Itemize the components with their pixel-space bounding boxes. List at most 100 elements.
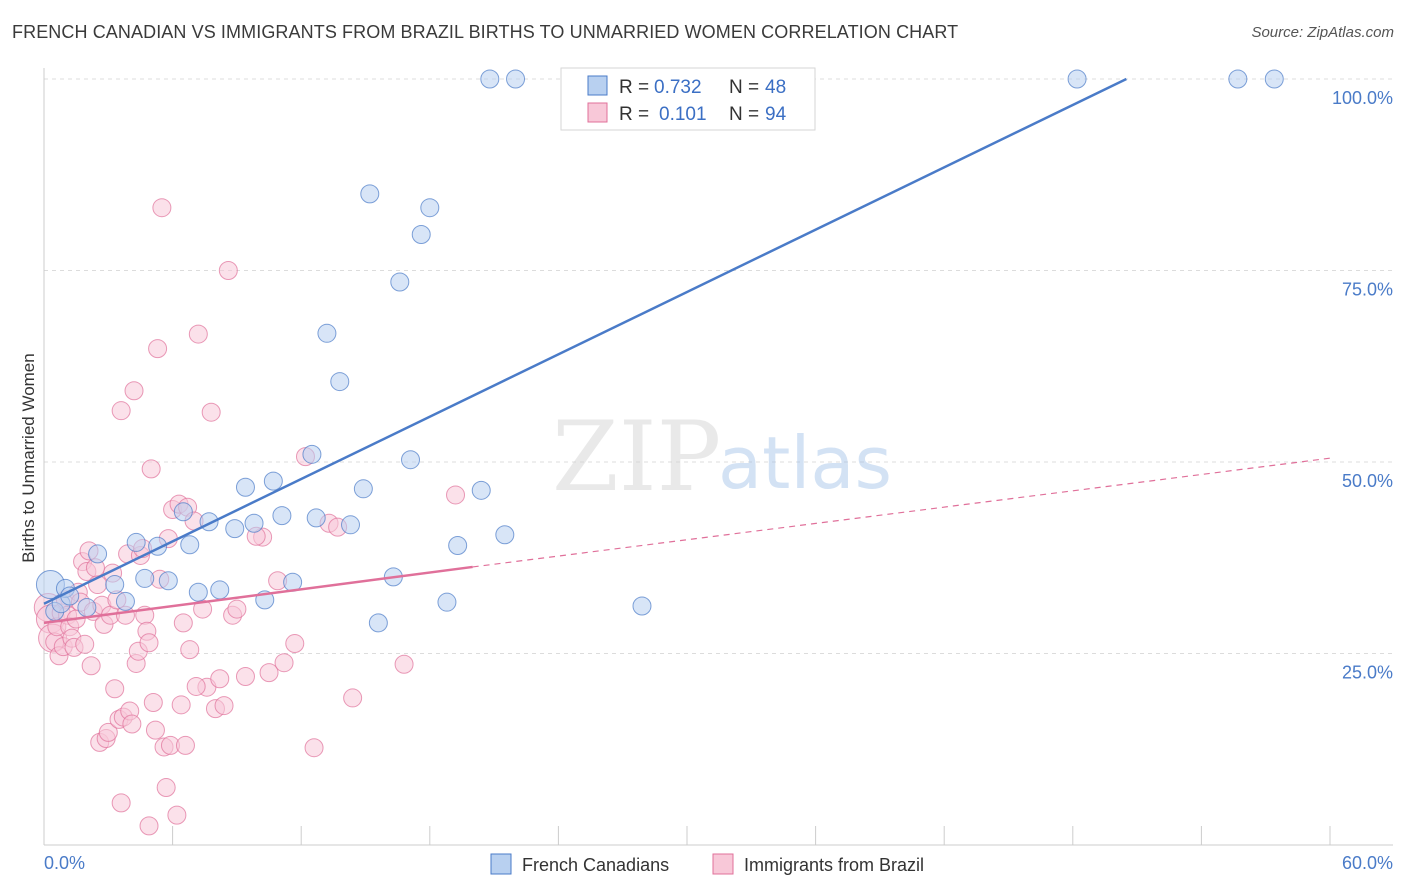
french-canadian-point-41 bbox=[480, 69, 500, 89]
brazil-point-80 bbox=[285, 634, 305, 654]
brazil-point-61 bbox=[175, 735, 195, 755]
brazil-point-75 bbox=[235, 666, 255, 686]
bottom-legend-label-french-canadians: French Canadians bbox=[522, 855, 669, 875]
french-canadian-point-37 bbox=[420, 198, 440, 218]
french-canadian-point-7 bbox=[105, 575, 125, 595]
french-canadian-point-36 bbox=[411, 224, 431, 244]
brazil-point-26 bbox=[98, 722, 118, 742]
series-legend: French Canadians Immigrants from Brazil bbox=[490, 853, 924, 875]
french-canadian-point-47 bbox=[1228, 69, 1248, 89]
brazil-point-82 bbox=[304, 738, 324, 758]
bottom-legend-swatch-brazil bbox=[712, 853, 734, 875]
watermark-atlas: atlas bbox=[718, 421, 892, 505]
french-canadian-point-30 bbox=[353, 479, 373, 499]
french-canadian-point-22 bbox=[263, 471, 283, 491]
watermark-zip: ZIP bbox=[552, 401, 721, 513]
french-canadian-point-6 bbox=[88, 544, 108, 564]
brazil-point-74 bbox=[227, 599, 247, 619]
brazil-point-77 bbox=[259, 663, 279, 683]
y-tick-label-3: 100.0% bbox=[1332, 88, 1393, 108]
french-canadian-point-28 bbox=[330, 372, 350, 392]
y-tick-label-2: 75.0% bbox=[1342, 280, 1393, 300]
brazil-point-48 bbox=[145, 720, 165, 740]
brazil-point-63 bbox=[180, 640, 200, 660]
brazil-point-53 bbox=[156, 778, 176, 798]
stats-n-label-a: N = bbox=[729, 77, 759, 98]
brazil-point-29 bbox=[105, 679, 125, 699]
french-canadian-point-4 bbox=[60, 586, 80, 606]
french-canadian-point-13 bbox=[173, 502, 193, 522]
french-canadian-point-44 bbox=[632, 596, 652, 616]
french-canadian-point-5 bbox=[77, 598, 97, 618]
y-tick-labels: 25.0% 50.0% 75.0% 100.0% bbox=[1332, 88, 1393, 683]
y-axis-title: Births to Unmarried Women bbox=[19, 353, 38, 562]
brazil-point-86 bbox=[394, 654, 414, 674]
brazil-point-49 bbox=[148, 339, 168, 359]
brazil-point-79 bbox=[274, 653, 294, 673]
french-canadian-point-31 bbox=[360, 184, 380, 204]
french-canadian-point-25 bbox=[302, 444, 322, 464]
y-tick-label-0: 25.0% bbox=[1342, 663, 1393, 683]
chart-title: FRENCH CANADIAN VS IMMIGRANTS FROM BRAZI… bbox=[12, 22, 959, 42]
stats-n-value-b: 94 bbox=[765, 104, 787, 125]
french-canadian-point-20 bbox=[244, 513, 264, 533]
french-canadian-point-8 bbox=[115, 591, 135, 611]
brazil-point-19 bbox=[81, 656, 101, 676]
brazil-point-87 bbox=[446, 485, 466, 505]
stats-r-label-a: R = bbox=[619, 77, 649, 98]
french-canadian-point-42 bbox=[495, 525, 515, 545]
brazil-point-65 bbox=[188, 324, 208, 344]
legend-swatch-brazil bbox=[587, 102, 608, 123]
brazil-point-46 bbox=[141, 459, 161, 479]
french-canadian-point-29 bbox=[340, 515, 360, 535]
axes bbox=[43, 68, 1393, 846]
brazil-point-60 bbox=[173, 613, 193, 633]
french-canadian-point-40 bbox=[471, 480, 491, 500]
french-canadian-point-32 bbox=[368, 613, 388, 633]
brazil-point-92 bbox=[75, 634, 95, 654]
trend-line-brazil-extrapolated bbox=[472, 457, 1331, 568]
french-canadian-point-27 bbox=[317, 323, 337, 343]
french-canadian-point-48 bbox=[1264, 69, 1284, 89]
french-canadian-point-14 bbox=[180, 535, 200, 555]
brazil-point-71 bbox=[214, 696, 234, 716]
bottom-legend-label-brazil: Immigrants from Brazil bbox=[744, 855, 924, 875]
brazil-point-51 bbox=[152, 198, 172, 218]
brazil-point-89 bbox=[139, 816, 159, 836]
stats-r-value-b: 0.101 bbox=[659, 104, 707, 125]
brazil-point-90 bbox=[186, 676, 206, 696]
x-tick-max: 60.0% bbox=[1342, 853, 1393, 873]
french-canadian-point-38 bbox=[437, 592, 457, 612]
stats-n-label-b: N = bbox=[729, 104, 759, 125]
brazil-point-45 bbox=[139, 633, 159, 653]
stats-legend: R = 0.732 N = 48 R = 0.101 N = 94 bbox=[560, 67, 816, 131]
brazil-point-85 bbox=[343, 688, 363, 708]
stats-r-label-b: R = bbox=[619, 104, 649, 125]
trend-line-french-canadians bbox=[43, 77, 1127, 605]
series-french-canadian-points bbox=[35, 69, 1284, 633]
legend-swatch-french-canadians bbox=[587, 75, 608, 96]
french-canadian-point-17 bbox=[210, 580, 230, 600]
source-credit: Source: ZipAtlas.com bbox=[1251, 24, 1394, 41]
french-canadian-point-9 bbox=[126, 532, 146, 552]
brazil-point-59 bbox=[171, 695, 191, 715]
gridlines bbox=[44, 78, 1393, 654]
french-canadian-point-39 bbox=[448, 535, 468, 555]
trend-lines bbox=[43, 77, 1331, 625]
trend-line-brazil bbox=[43, 565, 473, 625]
french-canadian-point-26 bbox=[306, 508, 326, 528]
brazil-point-38 bbox=[124, 381, 144, 401]
bottom-legend-swatch-french-canadians bbox=[490, 853, 512, 875]
french-canadian-point-18 bbox=[225, 519, 245, 539]
french-canadian-point-12 bbox=[158, 571, 178, 591]
brazil-point-70 bbox=[210, 669, 230, 689]
french-canadian-point-23 bbox=[272, 506, 292, 526]
brazil-point-88 bbox=[111, 793, 131, 813]
french-canadian-point-46 bbox=[1067, 69, 1087, 89]
brazil-point-32 bbox=[111, 401, 131, 421]
french-canadian-point-35 bbox=[401, 450, 421, 470]
stats-r-value-a: 0.732 bbox=[654, 77, 702, 98]
brazil-point-68 bbox=[201, 402, 221, 422]
brazil-point-72 bbox=[218, 261, 238, 280]
